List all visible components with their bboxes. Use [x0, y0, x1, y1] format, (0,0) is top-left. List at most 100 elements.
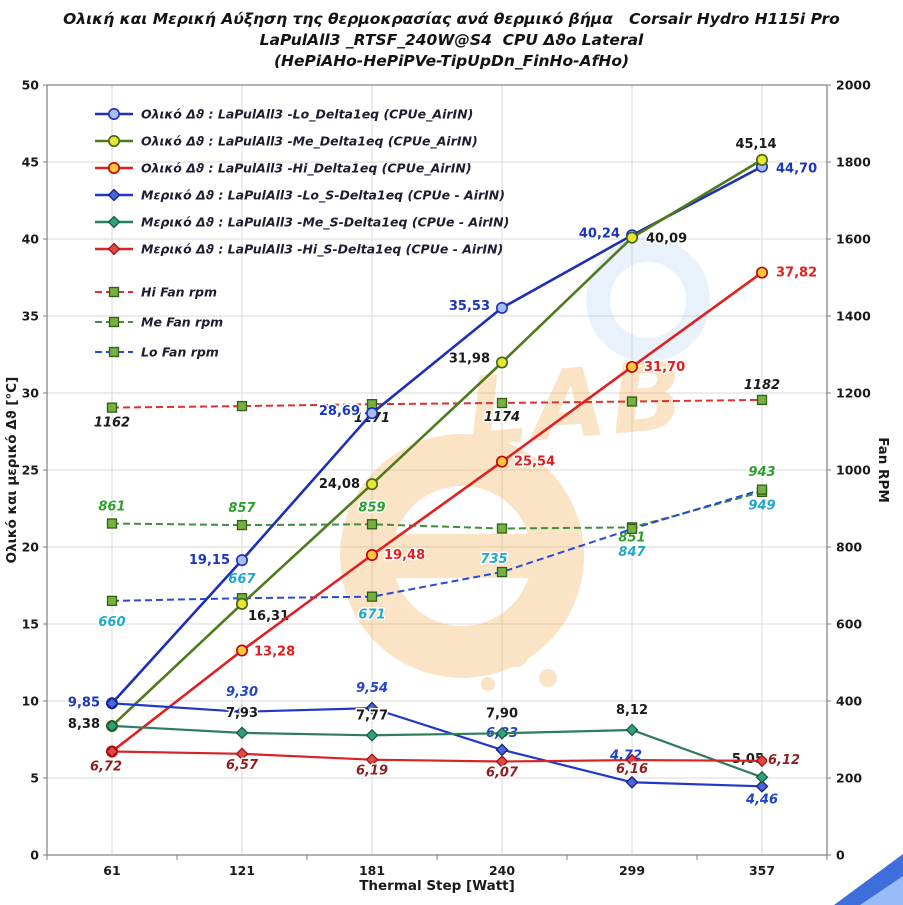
data-point-marker	[365, 753, 379, 767]
watermark-bar	[366, 534, 558, 578]
legend-item-label: Lo Fan rpm	[141, 345, 219, 360]
y-left-tick-label: 5	[30, 771, 39, 786]
data-label: 6,57	[226, 758, 259, 773]
data-label: 31,70	[644, 360, 685, 375]
series-line	[111, 490, 763, 530]
x-tick-label: 357	[749, 863, 775, 878]
data-label: 13,28	[254, 644, 295, 659]
data-label: 9,85	[68, 695, 100, 710]
data-label: 857	[228, 501, 256, 516]
data-label: 851	[618, 530, 645, 545]
data-label: 31,98	[449, 352, 490, 367]
data-point-marker	[495, 301, 508, 314]
y-left-tick-label: 35	[22, 309, 39, 324]
data-label: 7,90	[486, 706, 518, 721]
corner-ribbon	[834, 854, 903, 905]
watermark-drop	[481, 677, 495, 691]
data-point-marker	[756, 394, 768, 406]
data-point-marker	[755, 779, 769, 793]
data-point-marker	[365, 549, 378, 562]
x-tick-label: 61	[103, 863, 120, 878]
legend: Ολικό Δϑ : LaPulAll3 -Lo_Delta1eq (CPUe_…	[95, 107, 509, 360]
y-right-tick-label: 1600	[836, 232, 871, 247]
data-point-marker	[625, 723, 639, 737]
x-tick-label: 240	[489, 863, 515, 878]
data-label: 8,12	[616, 703, 648, 718]
watermark-ring	[340, 434, 584, 678]
series-total-2: 13,28 19,48 25,54 31,70 37,82	[106, 264, 819, 758]
data-point-marker	[108, 316, 120, 328]
data-label: 37,82	[776, 266, 817, 281]
legend-item-label: Me Fan rpm	[141, 315, 223, 330]
data-point-marker	[755, 770, 769, 784]
data-point-marker	[495, 455, 508, 468]
data-label: 19,48	[384, 548, 425, 563]
data-point-marker	[365, 701, 379, 715]
y-right-axis-title: Fan RPM	[875, 437, 891, 503]
data-point-marker	[108, 135, 121, 148]
legend-item-label: Hi Fan rpm	[141, 285, 217, 300]
data-label: 7,77	[356, 708, 388, 723]
data-point-marker	[755, 153, 768, 166]
data-label: 847	[618, 545, 646, 560]
data-point-marker	[236, 554, 249, 567]
data-point-marker	[496, 523, 508, 534]
data-point-marker	[108, 162, 121, 175]
legend-item-label: Μερικό Δϑ : LaPulAll3 -Hi_S-Delta1eq (CP…	[141, 242, 503, 258]
chart-title-block: Ολική και Μερική Αύξηση της θερμοκρασίας…	[0, 9, 903, 72]
data-label: 4,46	[745, 792, 778, 807]
data-point-marker	[625, 231, 638, 244]
data-point-marker	[106, 402, 118, 413]
y-right-tick-label: 0	[836, 848, 845, 863]
chart-title-line3: (HePiAHo-HePiPVe-TipUpDn_FinHo-AfHo)	[273, 52, 630, 70]
data-label: 861	[98, 500, 125, 515]
data-label: 24,08	[319, 477, 360, 492]
ribbon-light	[860, 876, 903, 905]
data-point-marker	[366, 591, 378, 602]
y-left-axis-title: Ολικό και μερικό Δϑ [°C]	[4, 377, 20, 564]
y-left-tick-label: 50	[22, 78, 40, 93]
x-tick-label: 299	[619, 863, 645, 878]
series-line	[111, 158, 763, 727]
x-axis-title: Thermal Step [Watt]	[359, 878, 515, 894]
legend-item-label: Μερικό Δϑ : LaPulAll3 -Lo_S-Delta1eq (CP…	[141, 188, 505, 204]
data-label: 7,93	[226, 706, 258, 721]
y-left-tick-label: 10	[22, 694, 40, 709]
data-label: 6,12	[768, 753, 800, 768]
data-point-marker	[108, 108, 121, 121]
data-point-marker	[235, 726, 249, 740]
data-point-marker	[756, 484, 768, 495]
data-point-marker	[625, 360, 638, 373]
y-right-tick-label: 1200	[836, 386, 871, 401]
data-label: 45,14	[735, 137, 776, 152]
y-left-tick-label: 40	[22, 232, 40, 247]
series-line	[111, 750, 763, 763]
data-point-marker	[496, 397, 508, 409]
data-point-marker	[107, 215, 121, 229]
series-total-1: 8,38 16,31 24,08 31,98 40,09 45,14	[66, 135, 778, 733]
data-point-marker	[107, 242, 121, 256]
legend-item-label: Ολικό Δϑ : LaPulAll3 -Hi_Delta1eq (CPUe_…	[141, 161, 472, 177]
data-label: 6,07	[486, 766, 519, 781]
data-point-marker	[495, 755, 509, 768]
data-point-marker	[235, 747, 249, 761]
y-right-tick-label: 800	[836, 540, 862, 555]
data-point-marker	[496, 566, 508, 578]
y-left-tick-label: 0	[30, 848, 39, 863]
data-label: 949	[748, 499, 775, 514]
data-point-marker	[755, 754, 769, 768]
data-point-marker	[108, 346, 120, 358]
data-label: 25,54	[514, 455, 555, 470]
data-point-marker	[495, 356, 508, 369]
series-partial-5: 6,72 6,57 6,19 6,07 6,16 6,12	[88, 745, 802, 782]
data-label: 19,15	[189, 553, 230, 568]
y-right-tick-label: 1000	[836, 463, 871, 478]
y-left-tick-label: 15	[22, 617, 39, 632]
watermark: LAB	[340, 238, 710, 691]
series-line	[111, 271, 763, 753]
x-tick-label: 181	[359, 863, 385, 878]
watermark-accent	[586, 238, 710, 362]
data-point-marker	[107, 188, 121, 202]
data-label: 16,31	[248, 609, 289, 624]
data-label: 667	[228, 572, 256, 587]
